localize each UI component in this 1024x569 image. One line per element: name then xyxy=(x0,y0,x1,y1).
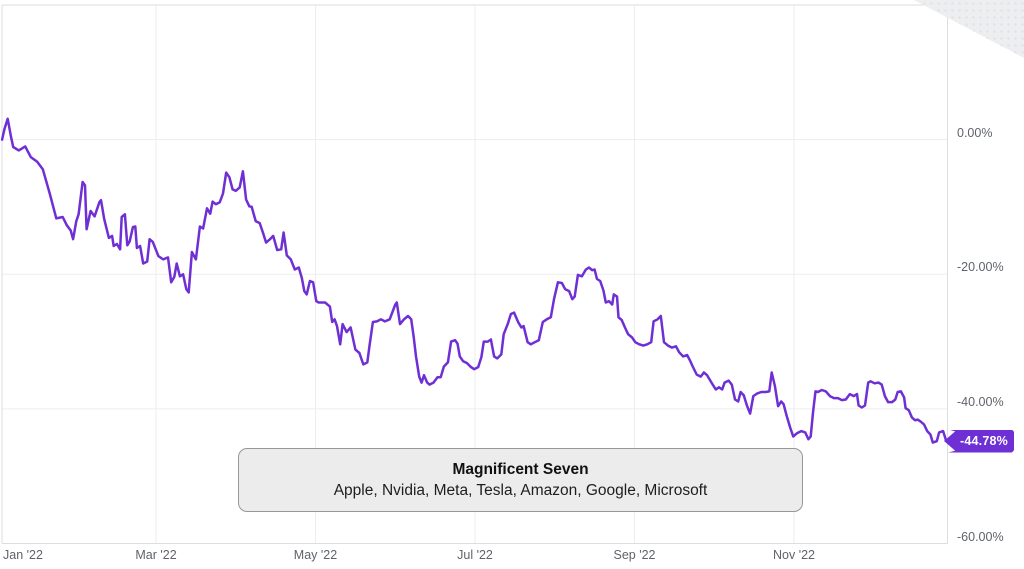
x-axis-label: Sep '22 xyxy=(613,548,656,562)
y-axis-label: 0.00% xyxy=(957,125,993,140)
y-axis-label: -20.00% xyxy=(957,260,1004,275)
y-axis-label: -60.00% xyxy=(957,529,1004,544)
current-value-label: -44.78% xyxy=(960,434,1008,449)
x-axis-label: Jan '22 xyxy=(3,548,43,562)
legend-box: Magnificent Seven Apple, Nvidia, Meta, T… xyxy=(238,448,803,512)
legend-title: Magnificent Seven xyxy=(452,460,589,478)
legend-subtitle: Apple, Nvidia, Meta, Tesla, Amazon, Goog… xyxy=(333,481,708,499)
y-axis-label: -40.00% xyxy=(957,394,1004,409)
x-axis-label: Jul '22 xyxy=(457,548,493,562)
x-axis-label: May '22 xyxy=(293,548,338,562)
gridlines xyxy=(2,5,948,544)
x-axis-label: Mar '22 xyxy=(135,548,177,562)
series-line-magnificent-seven xyxy=(0,117,948,444)
plot-border xyxy=(1,4,948,544)
x-axis-label: Nov '22 xyxy=(773,548,815,562)
current-value-badge: -44.78% xyxy=(944,429,1014,453)
